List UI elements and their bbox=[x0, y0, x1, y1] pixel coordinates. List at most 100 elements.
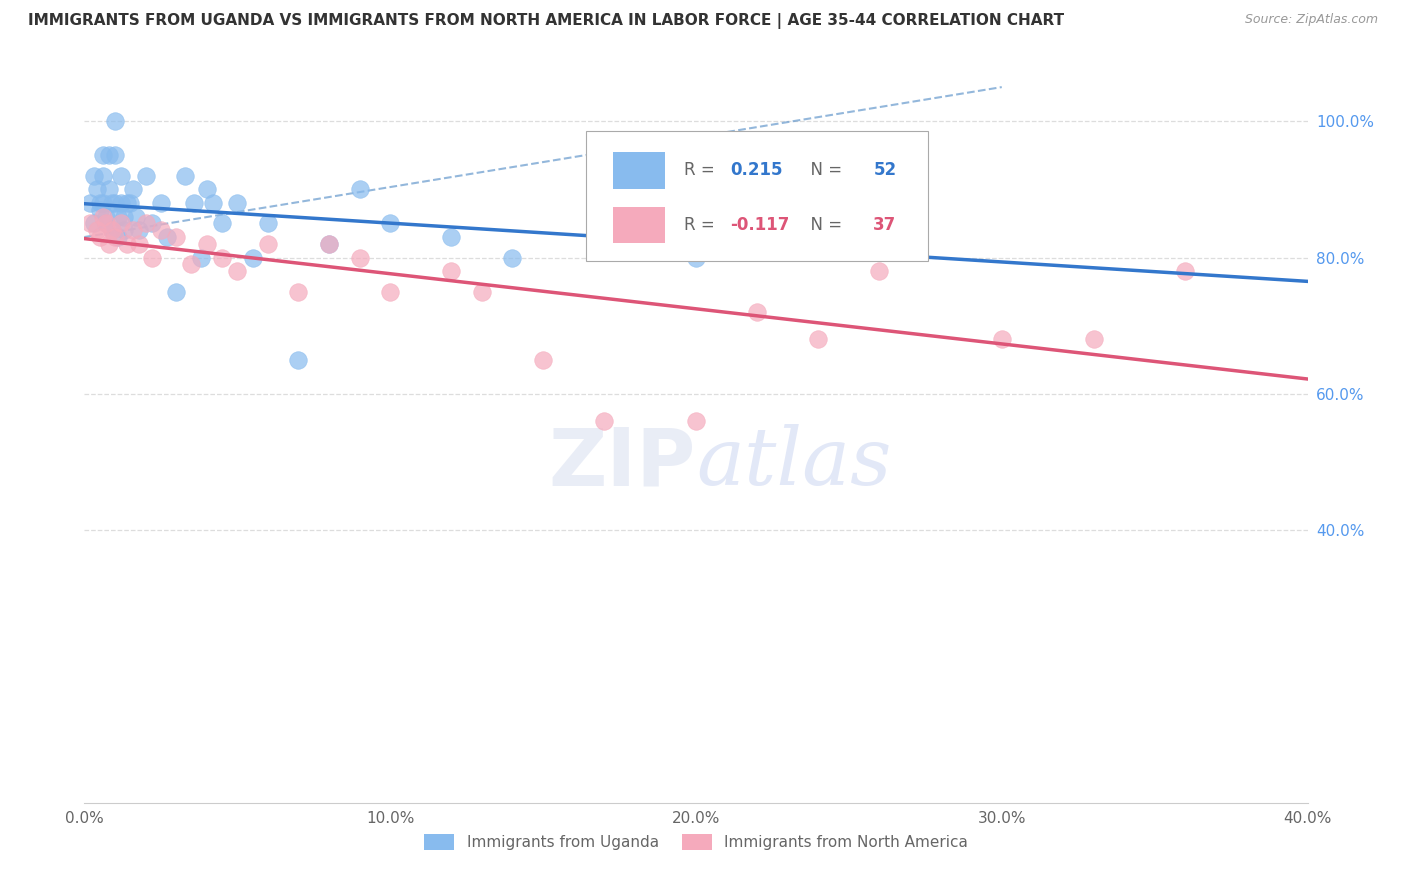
Point bbox=[165, 230, 187, 244]
Point bbox=[104, 114, 127, 128]
Point bbox=[190, 251, 212, 265]
Text: R =: R = bbox=[683, 161, 720, 179]
Point bbox=[97, 182, 120, 196]
Point bbox=[380, 216, 402, 230]
Point bbox=[107, 230, 129, 244]
Point bbox=[502, 251, 524, 265]
Point bbox=[83, 216, 105, 230]
Point bbox=[211, 216, 233, 230]
Point bbox=[141, 251, 163, 265]
Point bbox=[593, 182, 616, 196]
Point bbox=[156, 230, 179, 244]
Text: ZIP: ZIP bbox=[548, 425, 696, 502]
Point bbox=[531, 352, 554, 367]
Text: 52: 52 bbox=[873, 161, 897, 179]
Point bbox=[115, 236, 138, 251]
Point bbox=[869, 264, 891, 278]
Point bbox=[122, 182, 145, 196]
Point bbox=[257, 216, 280, 230]
Point bbox=[257, 236, 280, 251]
Point bbox=[79, 196, 101, 211]
Point bbox=[135, 169, 157, 183]
Text: N =: N = bbox=[800, 216, 848, 234]
Point bbox=[91, 169, 114, 183]
Legend: Immigrants from Uganda, Immigrants from North America: Immigrants from Uganda, Immigrants from … bbox=[418, 829, 974, 856]
Text: atlas: atlas bbox=[696, 425, 891, 502]
Point bbox=[97, 148, 120, 162]
Point bbox=[104, 196, 127, 211]
Point bbox=[349, 182, 371, 196]
Point bbox=[104, 148, 127, 162]
Point bbox=[747, 305, 769, 319]
Point bbox=[1174, 264, 1197, 278]
Point bbox=[685, 414, 707, 428]
Point bbox=[226, 264, 249, 278]
Text: N =: N = bbox=[800, 161, 848, 179]
Point bbox=[349, 251, 371, 265]
Point bbox=[174, 169, 197, 183]
Point bbox=[180, 257, 202, 271]
Point bbox=[1083, 332, 1105, 346]
Point bbox=[440, 264, 463, 278]
Point bbox=[107, 210, 129, 224]
Point bbox=[91, 210, 114, 224]
Point bbox=[120, 196, 142, 211]
Point bbox=[287, 352, 309, 367]
Point bbox=[991, 332, 1014, 346]
Point bbox=[593, 414, 616, 428]
FancyBboxPatch shape bbox=[586, 131, 928, 260]
Text: 0.215: 0.215 bbox=[730, 161, 783, 179]
Point bbox=[440, 230, 463, 244]
Point bbox=[195, 182, 218, 196]
Point bbox=[94, 216, 117, 230]
Point bbox=[110, 169, 132, 183]
Point bbox=[122, 223, 145, 237]
Point bbox=[149, 223, 172, 237]
Point bbox=[89, 230, 111, 244]
Point bbox=[86, 182, 108, 196]
FancyBboxPatch shape bbox=[613, 207, 665, 243]
Point bbox=[685, 251, 707, 265]
Point bbox=[149, 196, 172, 211]
Point bbox=[128, 236, 150, 251]
Point bbox=[287, 285, 309, 299]
Point bbox=[318, 236, 340, 251]
Point bbox=[89, 202, 111, 217]
Point bbox=[112, 210, 135, 224]
Point bbox=[471, 285, 494, 299]
Point bbox=[101, 223, 124, 237]
Point bbox=[83, 169, 105, 183]
Point bbox=[380, 285, 402, 299]
Point bbox=[79, 216, 101, 230]
Point bbox=[89, 196, 111, 211]
Point bbox=[115, 196, 138, 211]
Text: IMMIGRANTS FROM UGANDA VS IMMIGRANTS FROM NORTH AMERICA IN LABOR FORCE | AGE 35-: IMMIGRANTS FROM UGANDA VS IMMIGRANTS FRO… bbox=[28, 13, 1064, 29]
Point bbox=[94, 210, 117, 224]
Point bbox=[91, 148, 114, 162]
Point bbox=[211, 251, 233, 265]
Point bbox=[318, 236, 340, 251]
Point bbox=[201, 196, 224, 211]
Point bbox=[838, 196, 860, 211]
Point bbox=[91, 196, 114, 211]
Text: R =: R = bbox=[683, 216, 720, 234]
Point bbox=[807, 332, 830, 346]
Text: -0.117: -0.117 bbox=[730, 216, 790, 234]
Point bbox=[125, 210, 148, 224]
Point bbox=[195, 236, 218, 251]
FancyBboxPatch shape bbox=[613, 153, 665, 188]
Point bbox=[141, 216, 163, 230]
Text: 37: 37 bbox=[873, 216, 897, 234]
Text: Source: ZipAtlas.com: Source: ZipAtlas.com bbox=[1244, 13, 1378, 27]
Point bbox=[94, 216, 117, 230]
Point bbox=[110, 216, 132, 230]
Point bbox=[135, 216, 157, 230]
Point bbox=[242, 251, 264, 265]
Point bbox=[110, 196, 132, 211]
Point bbox=[183, 196, 205, 211]
Point bbox=[104, 230, 127, 244]
Point bbox=[112, 223, 135, 237]
Point bbox=[86, 223, 108, 237]
Point bbox=[128, 223, 150, 237]
Point bbox=[165, 285, 187, 299]
